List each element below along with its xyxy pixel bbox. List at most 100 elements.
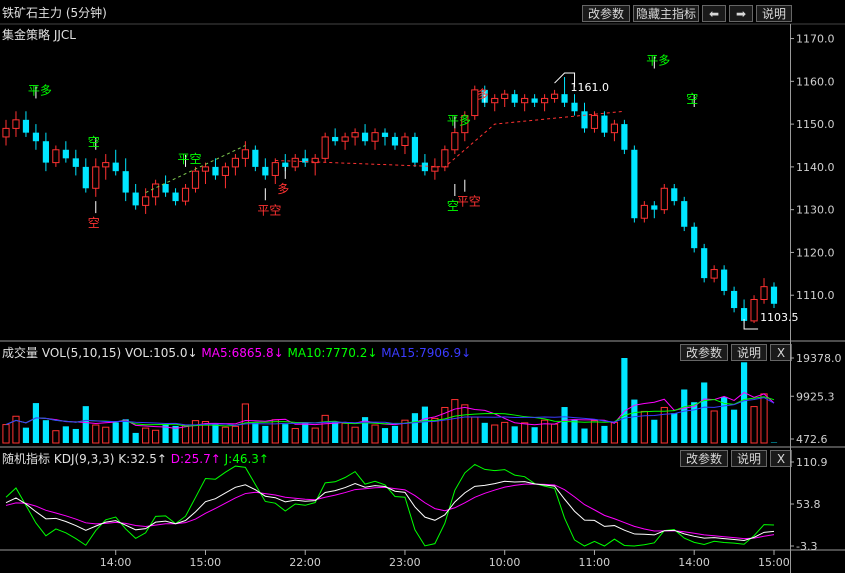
ma15-value: MA15:7906.9↓ (381, 346, 472, 360)
volume-bar-down (701, 382, 708, 443)
candle-up (92, 166, 100, 189)
kdj-title: 随机指标 (2, 452, 51, 466)
high-marker (554, 72, 576, 88)
candle-down (332, 136, 339, 142)
price-tick-label: 1140.0 (796, 161, 835, 174)
help-button[interactable]: 说明 (756, 5, 792, 22)
candle-down (162, 184, 169, 193)
volume-title: 成交量 (2, 346, 39, 360)
candle-up (640, 204, 648, 219)
hide-main-indicator-button[interactable]: 隐藏主指标 (633, 5, 699, 22)
volume-bar-up (221, 426, 230, 444)
volume-bar-down (262, 425, 269, 443)
next-arrow-icon[interactable]: ➡ (729, 5, 753, 22)
low-label: 1103.5 (760, 311, 799, 324)
kdj-tick-label: 110.9 (796, 456, 828, 469)
volume-bar-down (571, 419, 578, 443)
volume-bar-down (681, 389, 688, 443)
trend-line (275, 110, 625, 168)
candle-up (12, 119, 20, 129)
candle-down (731, 290, 738, 309)
time-tick-label: 14:00 (100, 556, 132, 569)
volume-bar-up (351, 426, 359, 444)
high-label: 1161.0 (571, 81, 610, 94)
prev-arrow-icon[interactable]: ⬅ (702, 5, 726, 22)
candle-down (721, 269, 728, 291)
signal-label: 空 (88, 216, 100, 230)
candle-up (52, 149, 60, 164)
kdj-panel-title: 随机指标 KDJ(9,3,3) K:32.5↑ D:25.7↑ J:46.3↑ (2, 450, 269, 467)
candle-up (241, 149, 249, 159)
volume-close-icon[interactable]: X (770, 344, 792, 361)
volume-bar-down (302, 422, 309, 443)
volume-bar-down (112, 422, 119, 443)
modify-params-button[interactable]: 改参数 (582, 5, 630, 22)
time-tick-label: 11:00 (578, 556, 610, 569)
candle-up (142, 196, 150, 206)
candle-up (371, 132, 379, 142)
volume-bar-down (421, 406, 429, 443)
candle-up (441, 149, 449, 168)
volume-bar-down (62, 426, 69, 443)
volume-help-button[interactable]: 说明 (731, 344, 767, 361)
chart-title: 铁矿石主力 (5分钟) (2, 6, 107, 20)
volume-bar-up (461, 404, 469, 444)
signal-label: 空 (447, 199, 459, 213)
volume-bar-down (172, 425, 179, 443)
volume-bar-down (282, 424, 289, 443)
candle-up (401, 136, 409, 146)
candle-up (321, 136, 329, 159)
candle-down (421, 162, 429, 172)
vol-params: VOL(5,10,15) (41, 346, 122, 360)
volume-bar-up (92, 424, 100, 444)
candle-down (621, 124, 628, 150)
volume-bar-down (651, 419, 658, 443)
signal-label: 平空 (257, 203, 281, 217)
volume-bar-down (481, 422, 488, 443)
signal-label: 平多 (646, 54, 670, 68)
price-tick-label: 1130.0 (796, 204, 835, 217)
candle-up (271, 162, 279, 176)
volume-bar-up (371, 424, 379, 444)
candle-down (681, 201, 688, 227)
volume-bar-down (631, 399, 638, 443)
volume-bar-down (381, 428, 389, 443)
candle-down (282, 162, 289, 167)
signal-label: 平空 (178, 152, 202, 166)
kdj-modify-button[interactable]: 改参数 (680, 450, 728, 467)
kdj-close-icon[interactable]: X (770, 450, 792, 467)
strategy-label: 集金策略 JJCL (2, 28, 76, 42)
candle-up (550, 93, 559, 99)
kdj-help-button[interactable]: 说明 (731, 450, 767, 467)
ma10-value: MA10:7770.2↓ (287, 346, 378, 360)
candle-down (82, 166, 89, 189)
volume-bar-up (311, 427, 319, 444)
volume-bar-up (142, 427, 150, 444)
candle-down (361, 132, 369, 142)
volume-bar-up (52, 430, 60, 444)
volume-panel-title: 成交量 VOL(5,10,15) VOL:105.0↓ MA5:6865.8↓ … (2, 344, 471, 361)
volume-bar-up (710, 410, 718, 444)
kdj-params: KDJ(9,3,3) (53, 452, 115, 466)
d-line (5, 483, 775, 540)
price-tick-label: 1120.0 (796, 246, 835, 259)
volume-modify-button[interactable]: 改参数 (680, 344, 728, 361)
j-line (5, 463, 775, 547)
candle-down (531, 98, 538, 103)
volume-bar-up (12, 415, 20, 444)
candle-down (701, 248, 708, 279)
candle-down (132, 192, 139, 206)
volume-bar-up (291, 428, 299, 444)
time-tick-label: 15:00 (758, 556, 790, 569)
candle-down (391, 136, 399, 146)
volume-tick-label: 472.6 (796, 433, 828, 446)
volume-bar-down (361, 417, 369, 443)
candle-up (181, 187, 190, 202)
volume-bar-down (671, 413, 678, 443)
signal-label: 多 (477, 88, 489, 102)
kdj-tick-label: 53.8 (796, 498, 821, 511)
k-value: K:32.5↑ (118, 452, 167, 466)
volume-bar-up (550, 423, 559, 444)
candle-up (311, 157, 319, 164)
